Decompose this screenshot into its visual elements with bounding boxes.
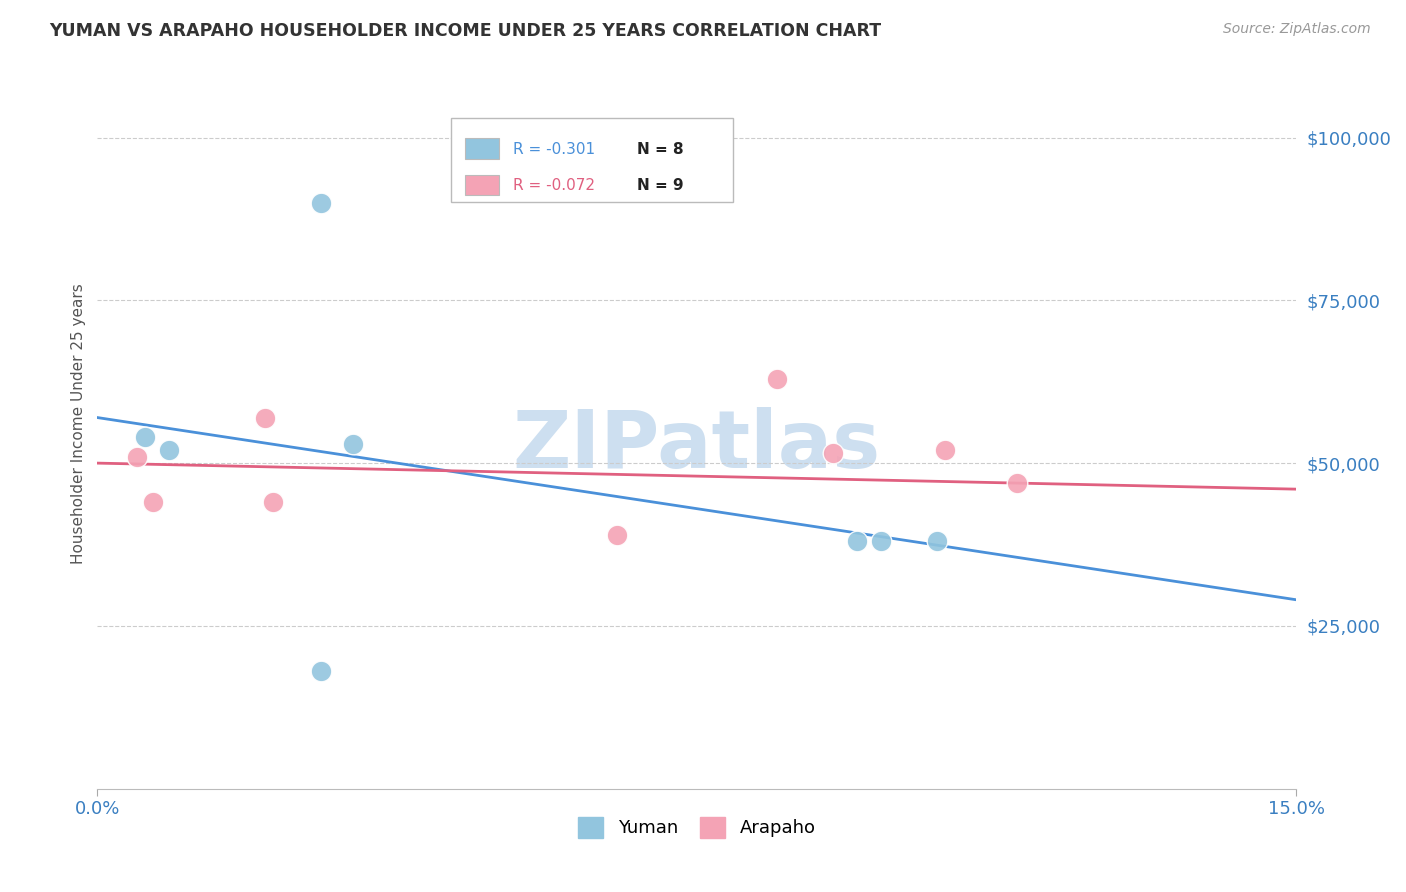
Text: N = 9: N = 9 <box>637 178 683 194</box>
Bar <box>465 138 499 159</box>
FancyBboxPatch shape <box>451 118 733 202</box>
Point <box>254 410 277 425</box>
Point <box>342 436 364 450</box>
Point <box>157 443 180 458</box>
Point <box>127 450 149 464</box>
Bar <box>465 175 499 195</box>
Text: ZIPatlas: ZIPatlas <box>513 407 882 485</box>
Point <box>262 495 284 509</box>
Y-axis label: Householder Income Under 25 years: Householder Income Under 25 years <box>72 284 86 565</box>
Text: R = -0.072: R = -0.072 <box>513 178 595 194</box>
Point <box>1005 475 1028 490</box>
Point <box>309 195 332 210</box>
Point <box>821 446 844 460</box>
Point <box>869 534 891 549</box>
Point <box>606 527 628 541</box>
Point <box>925 534 948 549</box>
Point <box>934 443 956 458</box>
Point <box>142 495 165 509</box>
Legend: Yuman, Arapaho: Yuman, Arapaho <box>571 810 823 845</box>
Text: R = -0.301: R = -0.301 <box>513 142 596 157</box>
Point <box>134 430 156 444</box>
Point <box>765 371 787 385</box>
Point <box>845 534 868 549</box>
Text: N = 8: N = 8 <box>637 142 683 157</box>
Text: Source: ZipAtlas.com: Source: ZipAtlas.com <box>1223 22 1371 37</box>
Text: YUMAN VS ARAPAHO HOUSEHOLDER INCOME UNDER 25 YEARS CORRELATION CHART: YUMAN VS ARAPAHO HOUSEHOLDER INCOME UNDE… <box>49 22 882 40</box>
Point <box>309 665 332 679</box>
